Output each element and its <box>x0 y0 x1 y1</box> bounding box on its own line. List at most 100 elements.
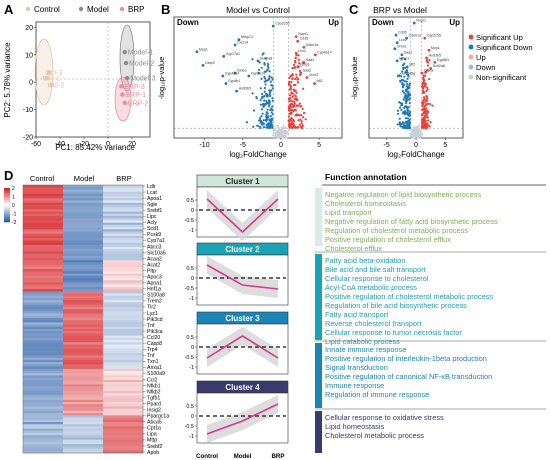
heatmap-cell <box>63 302 104 305</box>
volcano-point-up <box>299 118 302 121</box>
volcano-point-down <box>399 80 402 83</box>
heatmap-cell <box>103 258 144 261</box>
heatmap-cell <box>103 373 144 376</box>
scale-step <box>4 205 10 207</box>
gene-label: Ppard <box>147 401 161 407</box>
volcano-b-xlabel: log₂FoldChange <box>229 150 287 159</box>
volcano-point-down <box>270 119 273 122</box>
volcano-gene-label: Mmp13 <box>241 35 253 39</box>
volcano-c-xlabel: log₂FoldChange <box>387 150 445 159</box>
heatmap-cell <box>23 185 64 188</box>
volcano-point-down <box>260 92 264 95</box>
volcano-point-down <box>404 102 408 105</box>
heatmap-cell <box>103 193 144 197</box>
heatmap-cell <box>103 200 144 204</box>
pca-frame <box>35 21 151 138</box>
volcano-point-up <box>424 71 427 74</box>
cluster-ytick-label: -0.5 <box>185 218 194 224</box>
volcano-gene-label: Cidea <box>424 68 433 72</box>
volcano-point-down <box>270 107 273 110</box>
volcano-point-down <box>397 112 400 115</box>
volcano-gene-label: Igfbp1 <box>399 56 409 60</box>
heatmap-cell <box>23 255 64 259</box>
scale-tick-label: 2 <box>12 186 15 192</box>
heatmap-cell <box>103 313 144 316</box>
volcano-point-down <box>263 86 266 90</box>
heatmap-cell <box>103 444 144 447</box>
heatmap-cell <box>63 240 104 243</box>
heatmap-cell <box>23 218 64 221</box>
scale-step <box>4 191 10 194</box>
cluster-ytick-label: 0 <box>191 414 194 420</box>
heatmap-cell <box>23 342 64 345</box>
gene-label: Pcsk9 <box>147 232 161 238</box>
heatmap-cell <box>63 379 104 383</box>
heatmap-cell <box>103 346 144 350</box>
volcano-point-down <box>263 90 266 93</box>
heatmap-cell <box>23 406 64 410</box>
volcano-gene-label: Cdkn1a <box>306 43 318 47</box>
volcano-point-down <box>270 76 273 79</box>
volcano-point-ns <box>417 128 419 131</box>
volcano-gene-label: Cyp4a14 <box>317 50 331 54</box>
volcano-point-down <box>400 75 403 78</box>
volcano-point-up <box>291 122 294 126</box>
volcano-point-down <box>268 94 271 97</box>
volcano-point-down <box>400 108 403 111</box>
heatmap <box>22 184 144 454</box>
volcano-point-down <box>405 100 408 103</box>
heatmap-cell <box>23 222 64 226</box>
heatmap-cell <box>63 328 104 332</box>
volcano-labeled-point <box>233 43 237 47</box>
heatmap-cell <box>23 364 64 367</box>
heatmap-cell <box>23 249 64 252</box>
heatmap-cell <box>63 200 104 204</box>
volcano-legend-label: Non-significant <box>476 73 527 82</box>
volcano-point-up <box>424 108 427 112</box>
heatmap-cell <box>23 295 64 299</box>
gene-label: Pik3cd <box>147 317 163 323</box>
heatmap-cell <box>63 280 104 283</box>
volcano-point-down <box>259 126 262 130</box>
cluster-title: Cluster 3 <box>225 314 260 323</box>
heatmap-cell <box>23 216 64 219</box>
heatmap-cell <box>23 193 64 197</box>
cluster-xtick-label: Control <box>196 453 218 460</box>
scale-step <box>4 206 10 209</box>
volcano-point-up <box>292 83 296 87</box>
heatmap-cell <box>63 421 104 425</box>
heatmap-cell <box>103 278 144 281</box>
heatmap-cell <box>23 368 64 372</box>
volcano-labeled-point <box>247 74 251 78</box>
pca-legend-swatch <box>119 6 125 12</box>
heatmap-cell <box>103 255 144 259</box>
heatmap-cell <box>103 406 144 410</box>
volcano-point-up <box>292 109 295 113</box>
heatmap-cell <box>23 238 64 241</box>
pca-legend-label: BRP <box>128 5 144 14</box>
heatmap-cell <box>63 373 104 376</box>
heatmap-cell <box>63 313 104 316</box>
cluster-ytick-label: 0 <box>191 208 194 214</box>
volcano-labeled-point <box>313 53 317 57</box>
heatmap-cell <box>63 348 104 352</box>
heatmap-cell <box>23 377 64 381</box>
heatmap-cell <box>63 238 104 241</box>
heatmap-cell <box>23 408 64 412</box>
heatmap-cell <box>63 395 104 398</box>
cluster-xtick-label: BRP <box>271 453 284 460</box>
volcano-point-up <box>426 88 429 91</box>
volcano-point-ns <box>284 126 287 129</box>
volcano-point-down <box>270 84 273 87</box>
volcano-point-down <box>406 127 409 130</box>
pca-point <box>122 100 128 105</box>
gene-label: Ldlr <box>147 184 156 190</box>
volcano-point-up <box>290 91 293 94</box>
heatmap-cell <box>103 297 144 301</box>
pca-xlabel: PC1: 85.42% variance <box>55 143 135 152</box>
volcano-point-up <box>288 112 291 115</box>
scale-step <box>4 194 10 197</box>
volcano-labeled-point <box>425 56 428 60</box>
volcano-point-down <box>407 109 410 112</box>
heatmap-cell <box>63 408 104 412</box>
